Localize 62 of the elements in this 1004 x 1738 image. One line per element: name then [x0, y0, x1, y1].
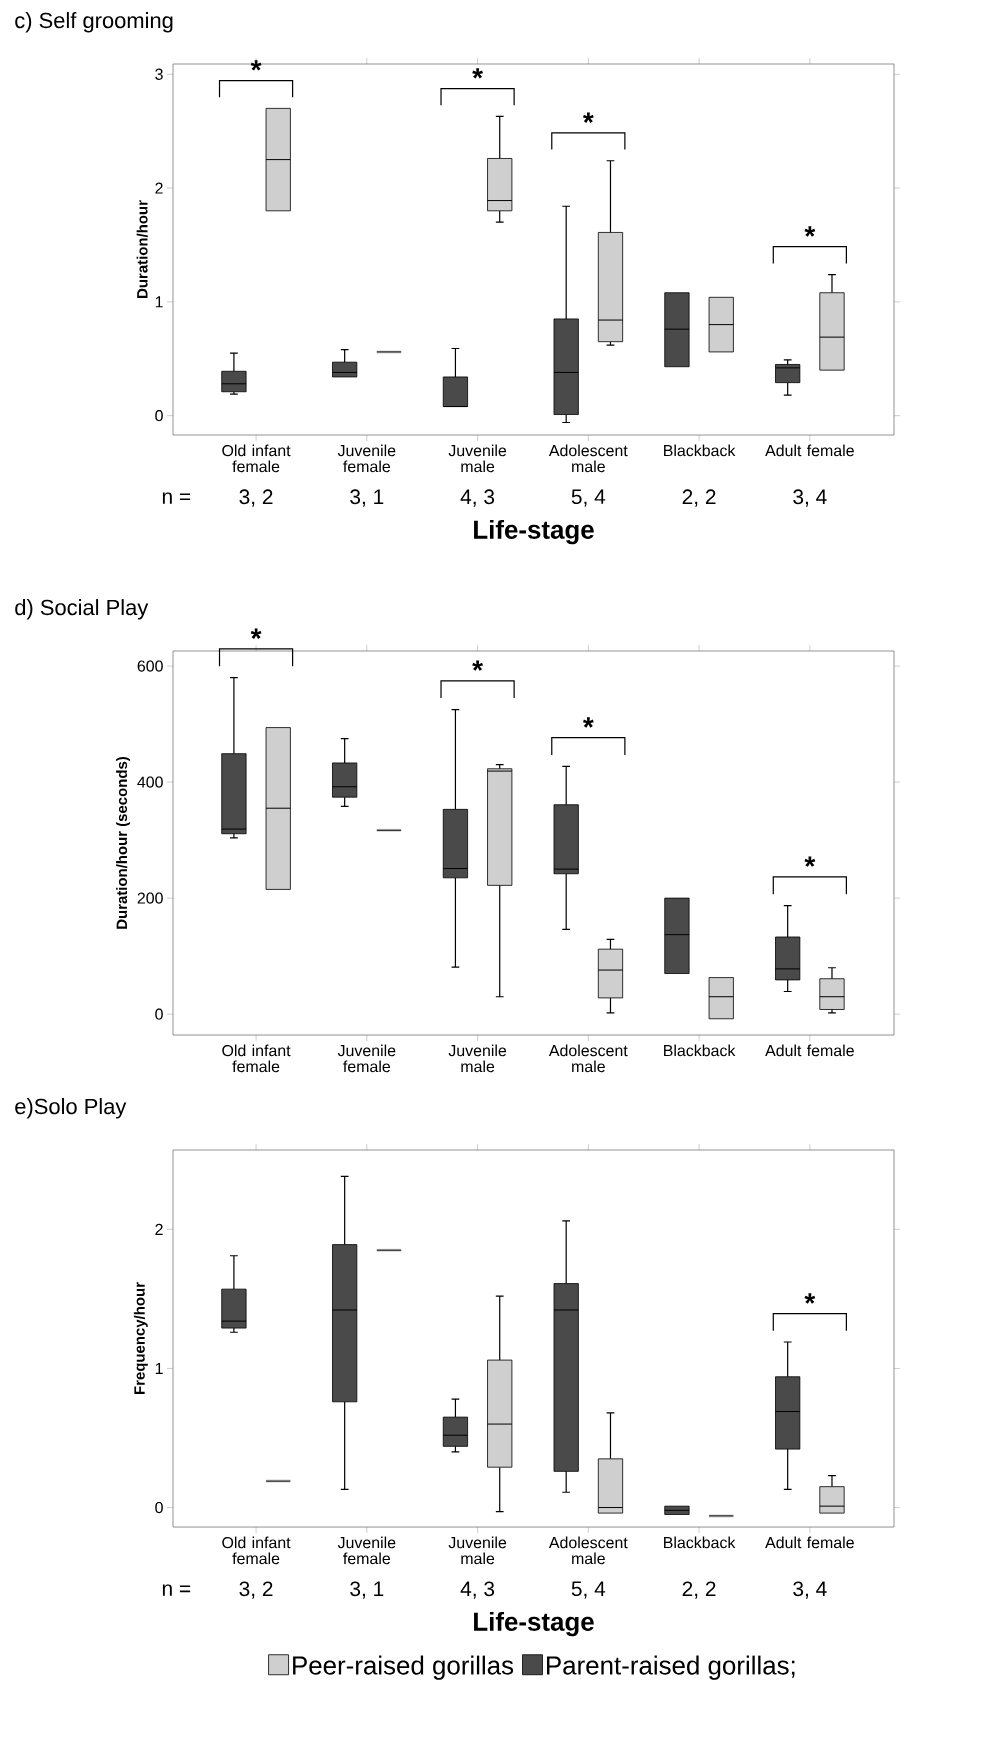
annotation: *	[582, 717, 594, 728]
text: 4, 3	[460, 489, 495, 507]
x-tick-label: Adult female	[765, 1536, 854, 1549]
text: 2, 2	[682, 1581, 716, 1599]
text: 3, 2	[239, 1581, 273, 1599]
y-tick-label: 0	[155, 1008, 163, 1020]
y-axis-title: Duration/hour (seconds)	[116, 757, 131, 929]
x-tick-label: Old infant female	[222, 444, 291, 473]
chart-title: c) Self grooming	[15, 12, 173, 33]
annotation: *	[804, 226, 816, 237]
chart-title: d) Social Play	[15, 599, 149, 620]
annotation: *	[472, 68, 483, 79]
x-tick-label: Juvenile female	[337, 444, 396, 473]
text: 3, 1	[350, 489, 384, 507]
annotation: *	[250, 60, 262, 71]
text: 4, 3	[460, 1581, 495, 1599]
x-tick-label: Blackback	[664, 1536, 736, 1549]
x-tick-label: Adult female	[765, 1044, 854, 1057]
x-axis-title: Life-stage	[474, 519, 594, 545]
y-tick-label: 0	[155, 410, 163, 422]
x-tick-label: Adolescent male	[548, 444, 628, 473]
x-tick-label: Blackback	[664, 1044, 736, 1057]
annotation: *	[582, 112, 594, 123]
text: 5, 4	[571, 489, 606, 507]
x-tick-label: Juvenile female	[337, 1044, 396, 1073]
x-tick-label: Adolescent male	[548, 1536, 628, 1565]
y-axis-title: Frequency/hour	[133, 1282, 148, 1394]
x-tick-label: Old infant female	[222, 1044, 291, 1073]
text: *	[250, 628, 262, 639]
text: 5, 4	[571, 1581, 606, 1599]
x-axis-title: Life-stage	[474, 1611, 594, 1637]
legend-label: Peer-raised gorillas	[293, 1655, 514, 1680]
text: n =	[162, 1584, 191, 1596]
x-tick-label: Blackback	[664, 444, 736, 457]
y-tick-label: 3	[155, 68, 163, 80]
y-tick-label: 1	[155, 296, 163, 308]
annotation: *	[472, 660, 483, 671]
x-tick-label: Old infant female	[222, 1536, 291, 1565]
x-tick-label: Adolescent male	[548, 1044, 628, 1073]
text: 3, 4	[793, 489, 827, 507]
y-tick-label: 2	[155, 1223, 163, 1235]
chart-title: e)Solo Play	[15, 1098, 127, 1119]
y-tick-label: 2	[155, 182, 163, 194]
y-tick-label: 400	[137, 776, 163, 788]
y-tick-label: 200	[137, 892, 163, 904]
legend-label: Parent-raised gorillas;	[547, 1655, 795, 1680]
text: 3, 1	[350, 1581, 384, 1599]
y-tick-label: 0	[155, 1501, 163, 1514]
y-tick-label: 1	[155, 1362, 163, 1374]
y-axis-title: Duration/hour	[136, 200, 148, 298]
x-tick-label: Juvenile male	[448, 1536, 507, 1565]
y-tick-label: 600	[137, 660, 163, 672]
annotation: *	[804, 856, 816, 867]
x-tick-label: Juvenile female	[337, 1536, 396, 1565]
x-tick-label: Juvenile male	[448, 1044, 507, 1073]
x-tick-label: Adult female	[765, 444, 854, 457]
text: 2, 2	[682, 489, 716, 507]
x-tick-label: Juvenile male	[448, 444, 507, 473]
annotation: *	[804, 1293, 816, 1304]
text: n =	[162, 492, 191, 504]
text: 3, 2	[239, 489, 273, 507]
text: 3, 4	[793, 1581, 827, 1599]
